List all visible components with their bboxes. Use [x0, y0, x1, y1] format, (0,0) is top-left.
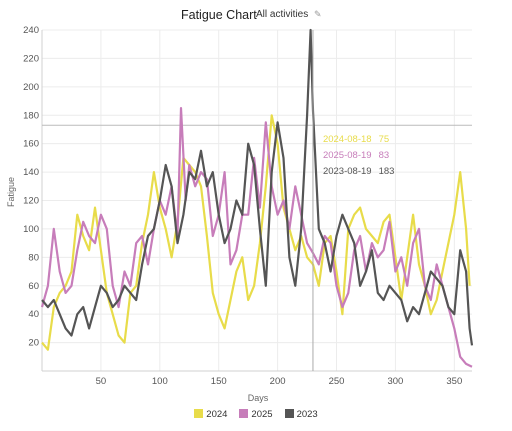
legend-swatch [239, 409, 249, 418]
activity-filter[interactable]: All activities ✎ [256, 9, 322, 20]
y-axis-ticks: 20 40 60 80 100 120 140 160 180 200 220 240 [23, 25, 39, 349]
series-line-2024 [41, 114, 471, 351]
chart-legend: 2024 2025 2023 [0, 409, 512, 423]
hover-tooltip: 2024-08-18 75 2025-08-19 83 2023-08-19 183 [323, 134, 394, 177]
x-axis-label: Days [248, 393, 269, 403]
y-tick-label: 40 [28, 309, 39, 320]
x-tick-label: 100 [152, 376, 168, 387]
legend-label: 2025 [251, 409, 273, 420]
tooltip-row: 2024-08-18 75 [323, 134, 389, 145]
x-axis-ticks: 50 100 150 200 250 300 350 [96, 376, 463, 387]
y-tick-label: 200 [23, 82, 39, 93]
legend-item-2025[interactable]: 2025 [239, 409, 273, 420]
x-tick-label: 300 [387, 376, 403, 387]
legend-swatch [284, 409, 294, 418]
y-tick-label: 220 [23, 53, 39, 64]
x-tick-label: 250 [329, 376, 345, 387]
y-tick-label: 60 [28, 281, 39, 292]
y-tick-label: 140 [23, 167, 39, 178]
x-tick-label: 150 [211, 376, 227, 387]
pencil-icon[interactable]: ✎ [314, 9, 322, 19]
chart-title: Fatigue Chart [181, 8, 257, 22]
series-line-2023 [41, 28, 474, 346]
tooltip-row: 2025-08-19 83 [323, 150, 389, 161]
activity-filter-label: All activities [256, 9, 309, 20]
y-tick-label: 120 [23, 196, 39, 207]
y-tick-label: 20 [28, 338, 39, 349]
fatigue-line-chart[interactable]: 20 40 60 80 100 120 140 160 180 200 220 240 50 100 15… [0, 0, 512, 405]
legend-label: 2023 [296, 409, 318, 420]
tooltip-value: 83 [379, 150, 390, 161]
series-lines [40, 28, 474, 368]
y-tick-label: 240 [23, 25, 39, 36]
tooltip-date: 2024-08-18 [323, 134, 372, 145]
tooltip-value: 183 [379, 166, 395, 177]
y-tick-label: 180 [23, 110, 39, 121]
y-axis-label: Fatigue [6, 177, 16, 207]
x-tick-label: 50 [96, 376, 107, 387]
tooltip-date: 2025-08-19 [323, 150, 372, 161]
legend-swatch [194, 409, 204, 418]
legend-item-2024[interactable]: 2024 [194, 409, 227, 420]
tooltip-row: 2023-08-19 183 [323, 166, 394, 177]
tooltip-value: 75 [379, 134, 390, 145]
y-tick-label: 160 [23, 139, 39, 150]
series-line-2025 [40, 107, 473, 368]
chart-header: Fatigue Chart All activities ✎ [0, 8, 512, 26]
x-tick-label: 350 [446, 376, 462, 387]
legend-item-2023[interactable]: 2023 [284, 409, 318, 420]
legend-label: 2024 [206, 409, 228, 420]
y-tick-label: 80 [28, 252, 39, 263]
x-tick-label: 200 [270, 376, 286, 387]
y-tick-label: 100 [23, 224, 39, 235]
tooltip-date: 2023-08-19 [323, 166, 372, 177]
